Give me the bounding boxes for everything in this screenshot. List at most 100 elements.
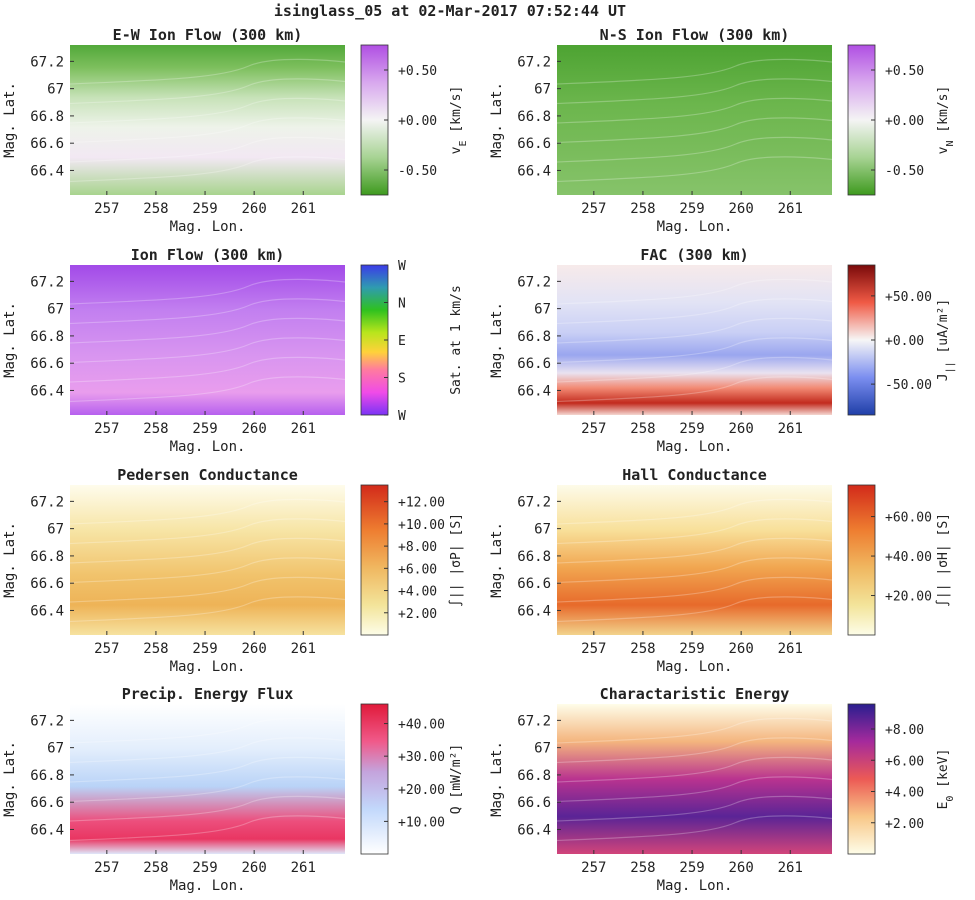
panel-0: E-W Ion Flow (300 km) 257 258 259 260 261 66.4… (2, 26, 469, 235)
x-tick-label: 258 (143, 421, 168, 437)
y-tick-label: 67.2 (30, 494, 64, 510)
heatmap-streak (556, 795, 833, 822)
x-tick-label: 259 (192, 641, 217, 657)
heatmap-streak (556, 376, 833, 403)
heatmap-field (70, 704, 345, 854)
colorbar (847, 703, 876, 855)
x-tick-label: 258 (630, 860, 655, 876)
panel-title: E-W Ion Flow (300 km) (113, 26, 303, 44)
y-tick-label: 67 (534, 82, 551, 98)
heatmap-field (557, 45, 832, 195)
y-tick-label: 66.8 (517, 109, 551, 125)
heatmap-field (70, 45, 345, 195)
heatmap-streak (556, 815, 833, 842)
heatmap-field (557, 265, 832, 415)
x-tick-label: 261 (291, 860, 316, 876)
x-tick-label: 260 (729, 421, 754, 437)
heatmap-streak (556, 317, 833, 344)
x-axis-label: Mag. Lon. (657, 439, 733, 455)
heatmap-streak (69, 498, 346, 525)
x-axis-label: Mag. Lon. (170, 659, 246, 675)
heatmap-streak (69, 317, 346, 344)
heatmap-streak (69, 518, 346, 545)
x-tick-label: 257 (94, 641, 119, 657)
y-tick-label: 66.4 (517, 163, 551, 179)
colorbar-tick-label: +30.00 (398, 750, 445, 765)
colorbar (360, 264, 389, 416)
x-tick-label: 260 (242, 421, 267, 437)
heatmap-streak (69, 576, 346, 603)
x-tick-label: 259 (679, 860, 704, 876)
heatmap-streak (556, 156, 833, 183)
y-tick-label: 66.8 (517, 329, 551, 345)
colorbar-tick-label: +40.00 (398, 718, 445, 733)
x-tick-label: 261 (778, 421, 803, 437)
colorbar-tick-label: +4.00 (885, 786, 924, 801)
colorbar-label: ∫|| |σH| [S] (935, 513, 951, 607)
x-tick-label: 260 (729, 860, 754, 876)
colorbar-label: J|| [uA/m²] (936, 299, 956, 382)
colorbar-label: E0 [keV] (936, 749, 956, 810)
y-tick-label: 66.4 (30, 383, 64, 399)
heatmap-streak (556, 518, 833, 545)
panel-title: N-S Ion Flow (300 km) (600, 26, 790, 44)
heatmap-streak (556, 737, 833, 764)
panel-5: Hall Conductance 257 258 259 260 261 66.4 66.6 6… (489, 466, 951, 675)
y-tick-label: 67.2 (517, 494, 551, 510)
x-tick-label: 258 (630, 201, 655, 217)
colorbar-tick-label: +20.00 (885, 590, 932, 605)
y-tick-label: 66.8 (30, 109, 64, 125)
panel-title: Ion Flow (300 km) (131, 246, 285, 264)
x-tick-label: 258 (630, 421, 655, 437)
y-tick-label: 66.4 (30, 163, 64, 179)
panel-6: Precip. Energy Flux 257 258 259 260 261 66.4 66… (2, 685, 464, 894)
colorbar-tick-label: -50.00 (885, 378, 932, 393)
heatmap-streak (556, 557, 833, 584)
heatmap-field (70, 265, 345, 415)
heatmap-streak (556, 78, 833, 105)
heatmap-streak (556, 756, 833, 783)
y-axis-label: Mag. Lat. (2, 522, 18, 598)
colorbar-tick-label: +60.00 (885, 511, 932, 526)
heatmap-streak (556, 298, 833, 325)
colorbar-label: Sat. at 1 km/s (449, 285, 464, 395)
heatmap-streak (556, 498, 833, 525)
heatmap-streak (69, 717, 346, 744)
panel-4: Pedersen Conductance 257 258 259 260 261 66.4 6… (2, 466, 464, 675)
figure-title: isinglass_05 at 02-Mar-2017 07:52:44 UT (274, 2, 626, 20)
y-tick-label: 66.6 (517, 356, 551, 372)
panel-2: Ion Flow (300 km) 257 258 259 260 261 66.4 66.6… (2, 246, 464, 455)
y-tick-label: 67.2 (517, 713, 551, 729)
colorbar-tick-label: +4.00 (398, 585, 437, 600)
heatmap-streak (69, 795, 346, 822)
y-axis-label: Mag. Lat. (489, 302, 505, 378)
x-tick-label: 257 (581, 860, 606, 876)
colorbar-tick-label: +8.00 (398, 540, 437, 555)
heatmap-streak (556, 776, 833, 803)
x-tick-label: 258 (143, 641, 168, 657)
heatmap-streak (69, 337, 346, 364)
y-tick-label: 66.8 (30, 329, 64, 345)
y-tick-label: 67 (47, 741, 64, 757)
y-tick-label: 67 (534, 522, 551, 538)
heatmap-streak (69, 815, 346, 842)
heatmap-streak (69, 156, 346, 183)
x-tick-label: 260 (729, 201, 754, 217)
heatmap-streak (69, 737, 346, 764)
y-axis-label: Mag. Lat. (2, 302, 18, 378)
colorbar-tick-label: +50.00 (885, 290, 932, 305)
colorbar-tick-label: +12.00 (398, 496, 445, 511)
x-tick-label: 259 (192, 421, 217, 437)
x-tick-label: 258 (630, 641, 655, 657)
colorbar-tick-label: +8.00 (885, 723, 924, 738)
y-tick-label: 66.4 (30, 822, 64, 838)
x-tick-label: 261 (778, 641, 803, 657)
colorbar-label: ∫|| |σP| [S] (448, 513, 464, 607)
x-tick-label: 259 (679, 201, 704, 217)
colorbar-tick-label: +2.00 (885, 817, 924, 832)
heatmap-streak (69, 117, 346, 144)
x-tick-label: 261 (778, 860, 803, 876)
y-tick-label: 66.6 (30, 576, 64, 592)
y-tick-label: 66.6 (517, 795, 551, 811)
